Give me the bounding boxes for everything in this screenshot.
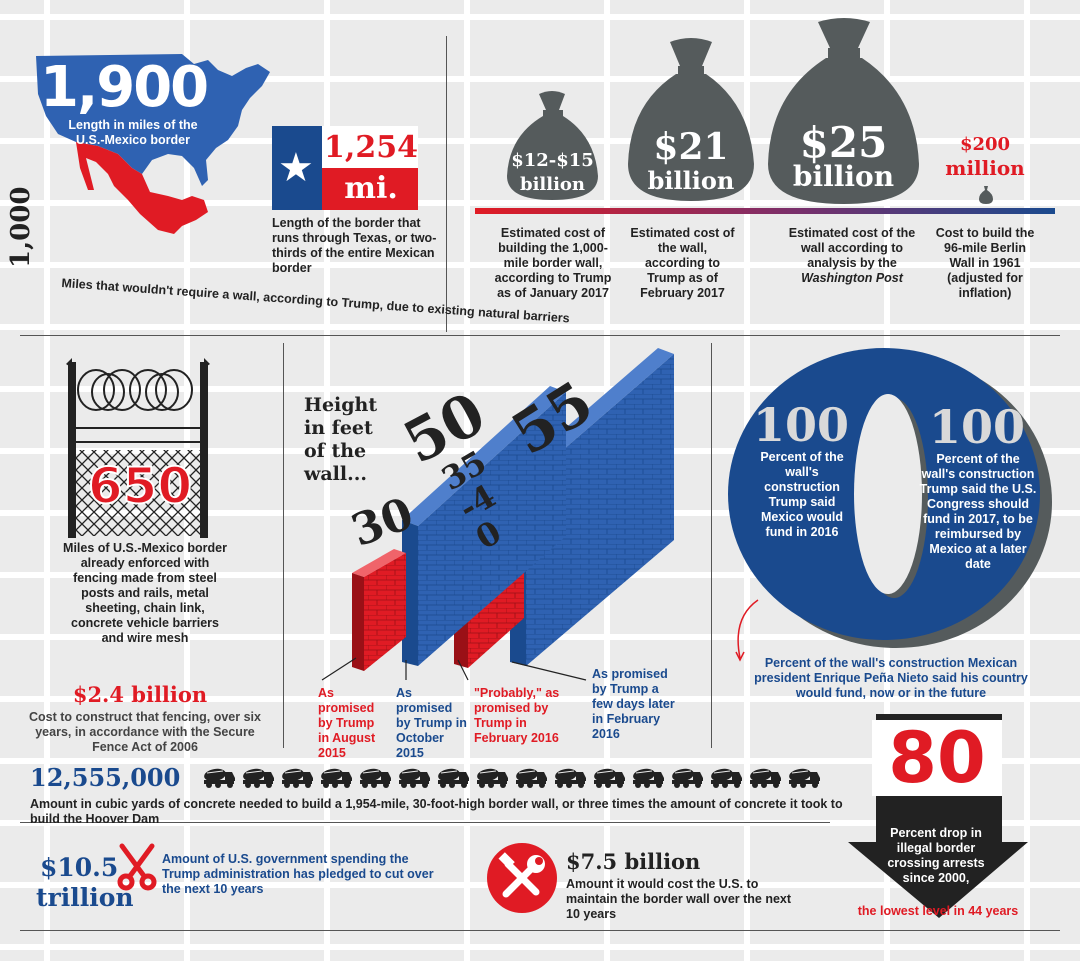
fencing-miles: 650 — [87, 457, 193, 515]
arrests-value: 80 — [872, 720, 1002, 796]
wall-caption: As promised by Trump a few days later in… — [592, 667, 675, 741]
us-mexico-map — [36, 54, 270, 234]
cement-truck-icon — [633, 768, 664, 788]
divider — [711, 343, 712, 748]
cement-truck-icon — [516, 768, 547, 788]
wall-50 — [402, 386, 566, 666]
arrests-caption: Percent drop in illegal border crossing … — [887, 826, 985, 885]
right-percent-caption: Percent of the wall's construction Trump… — [919, 452, 1037, 571]
divider — [20, 335, 1060, 336]
cement-truck-icon — [555, 768, 586, 788]
cement-truck-icon — [204, 768, 235, 788]
zero-graphic — [728, 348, 1052, 648]
left-percent: 100 — [752, 398, 850, 452]
cost-amount: $12-$15 — [511, 150, 594, 171]
cost-unit: million — [945, 156, 1025, 180]
texas-unit: mi. — [344, 171, 398, 206]
fencing-cost: $2.4 billion — [72, 682, 208, 707]
wall-caption: As promised by Trump in October 2015 — [396, 686, 467, 760]
fencing-cost-caption: Cost to construct that fencing, over six… — [29, 710, 261, 754]
cement-truck-icon — [321, 768, 352, 788]
divider — [20, 930, 1060, 931]
left-percent-caption: Percent of the wall's construction Trump… — [760, 450, 844, 539]
concrete-caption: Amount in cubic yards of concrete needed… — [30, 797, 843, 826]
concrete-value: 12,555,000 — [30, 763, 181, 792]
cement-truck-icon — [711, 768, 742, 788]
tools-icon — [487, 843, 557, 913]
pointer-arrow-icon — [735, 599, 759, 662]
texas-miles: 1,254 — [324, 130, 418, 165]
money-bag-icon — [979, 186, 993, 204]
cement-truck-icon — [399, 768, 430, 788]
maintenance-value: $7.5 billion — [566, 849, 701, 874]
money-bag-icon — [505, 90, 600, 202]
spending-unit: trillion — [36, 883, 134, 912]
fence-icon — [66, 358, 210, 538]
cement-truck-icon — [438, 768, 469, 788]
no-wall-miles: 1,000 — [6, 186, 36, 268]
divider — [283, 343, 284, 748]
cost-caption: Estimated cost of building the 1,000-mil… — [494, 226, 612, 300]
divider — [20, 822, 830, 823]
cost-unit: billion — [647, 166, 735, 195]
texas-caption: Length of the border that runs through T… — [272, 216, 437, 275]
cost-caption: Cost to build the 96-mile Berlin Wall in… — [935, 226, 1035, 300]
border-miles-caption: Length in miles of the U.S.-Mexico borde… — [68, 118, 198, 147]
cost-unit: billion — [519, 174, 586, 195]
cost-amount: $21 — [653, 126, 729, 168]
cement-truck-icon — [282, 768, 313, 788]
concrete-trucks — [202, 766, 822, 790]
cement-truck-icon — [243, 768, 274, 788]
cement-truck-icon — [594, 768, 625, 788]
cement-truck-icon — [750, 768, 781, 788]
cost-amount: $200 — [959, 134, 1011, 155]
cost-unit: billion — [792, 160, 895, 193]
star-icon: ★ — [278, 146, 314, 190]
wall-30 — [352, 549, 406, 671]
money-bag-icon — [766, 18, 921, 206]
fencing-caption: Miles of U.S.-Mexico border already enfo… — [63, 541, 227, 645]
arrests-caption-2: the lowest level in 44 years — [857, 904, 1019, 918]
no-wall-caption: Miles that wouldn't require a wall, acco… — [61, 276, 571, 326]
cement-truck-icon — [477, 768, 508, 788]
wall-caption: "Probably," as promised by Trump in Febr… — [474, 686, 560, 745]
pointer-lines — [321, 657, 587, 681]
border-miles: 1,900 — [40, 55, 209, 120]
cement-truck-icon — [672, 768, 703, 788]
money-bag-icon — [626, 38, 756, 203]
scissors-icon — [117, 843, 157, 891]
cost-amount: $25 — [799, 118, 888, 167]
height-title: Height in feet of the wall... — [304, 394, 378, 485]
divider — [446, 36, 447, 332]
cement-truck-icon — [360, 768, 391, 788]
texas-flag: ★ 1,254 mi. — [272, 126, 418, 210]
spending-value: $10.5 — [40, 853, 119, 882]
cost-caption: Estimated cost of the wall, according to… — [630, 226, 735, 300]
right-percent: 100 — [928, 400, 1026, 454]
zero-caption: Percent of the wall's construction Mexic… — [754, 656, 1028, 700]
cost-caption: Estimated cost of the wall according to … — [788, 226, 916, 285]
wall-caption: As promised by Trump in August 2015 — [318, 686, 376, 760]
maintenance-caption: Amount it would cost the U.S. to maintai… — [566, 877, 792, 921]
spending-caption: Amount of U.S. government spending the T… — [162, 852, 434, 896]
cement-truck-icon — [789, 768, 820, 788]
cost-bar — [475, 208, 1055, 214]
